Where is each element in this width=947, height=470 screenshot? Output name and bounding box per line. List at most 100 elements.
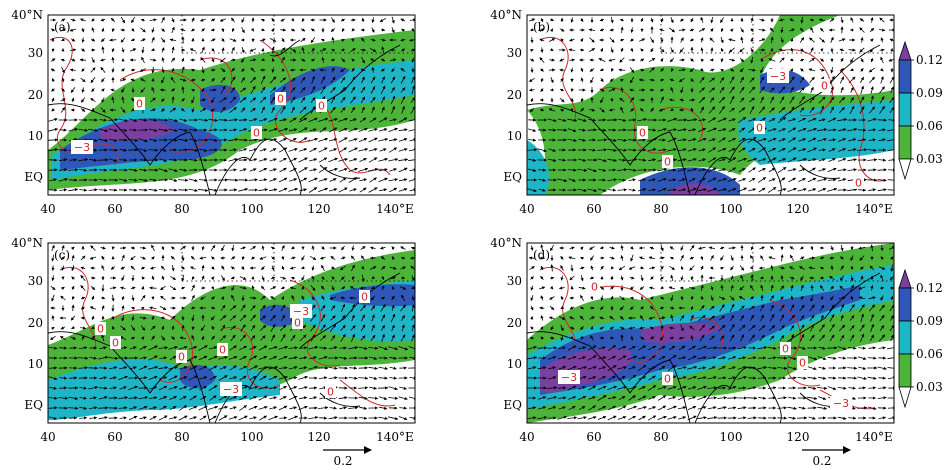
wind-vector (860, 37, 864, 43)
wind-vector (649, 37, 655, 44)
wind-vector (730, 255, 734, 261)
wind-vector (670, 17, 674, 24)
wind-vector (261, 28, 265, 32)
wind-vector (328, 366, 338, 370)
wind-vector (191, 294, 195, 301)
wind-vector (248, 118, 258, 122)
wind-vector (667, 117, 678, 122)
wind-vector (820, 105, 825, 115)
wind-vector (169, 285, 177, 291)
wind-vector (258, 158, 268, 162)
wind-vector (838, 38, 846, 42)
wind-vector (58, 158, 68, 162)
wind-vector (129, 128, 137, 132)
wind-vector (269, 87, 277, 93)
wind-vector (208, 138, 218, 142)
colorbar-segment (898, 40, 912, 61)
wind-vector (338, 187, 348, 193)
wind-vector (261, 106, 265, 114)
wind-vector (710, 266, 714, 270)
wind-vector (131, 28, 135, 32)
wind-vector (361, 17, 365, 22)
wind-vector (340, 67, 346, 73)
panel-b: −3 0 0 0 0 0 (b) 40°N 30 20 10 EQ 40 60 … (490, 8, 895, 216)
svg-text:0: 0 (855, 177, 862, 190)
wind-vector (348, 406, 359, 410)
wind-vector (348, 158, 358, 162)
wind-vector (78, 158, 89, 162)
wind-vector (578, 286, 586, 290)
wind-vector (318, 167, 328, 173)
colorbar: 0.12 0.09 0.06 0.03 (898, 40, 943, 181)
wind-vector (59, 188, 68, 192)
wind-vector (760, 58, 764, 62)
wind-vector (168, 138, 178, 142)
wind-vector (330, 58, 335, 62)
wind-vector (560, 38, 564, 42)
wind-vector (88, 188, 98, 192)
wind-vector (370, 76, 376, 84)
wind-vector (278, 177, 288, 183)
wind-vector (161, 67, 165, 73)
wind-vector (389, 187, 398, 193)
wind-vector (699, 76, 705, 84)
wind-vector (350, 76, 356, 84)
wind-vector (138, 188, 148, 192)
wind-vector (680, 86, 684, 94)
wind-vector (359, 187, 367, 193)
wind-vector (599, 107, 605, 113)
wind-vector (220, 67, 226, 73)
wind-vector (778, 48, 786, 52)
wind-vector (191, 17, 195, 23)
wind-vector (368, 127, 378, 132)
wind-vector (341, 28, 345, 32)
wind-vector (238, 187, 249, 192)
wind-vector (849, 105, 855, 114)
wind-vector (51, 294, 55, 302)
reference-vector: 0.2 (802, 446, 851, 468)
wind-vector (857, 376, 867, 380)
wind-vector (890, 86, 894, 94)
wind-vector (151, 66, 155, 74)
wind-vector (48, 117, 58, 122)
wind-vector (549, 58, 555, 62)
wind-vector (111, 246, 115, 250)
wind-vector (391, 16, 395, 24)
wind-vector (339, 147, 348, 153)
wind-vector (398, 396, 408, 401)
wind-vector (101, 305, 105, 311)
wind-vector (368, 376, 378, 380)
wind-vector (779, 57, 785, 63)
colorbar-segment (898, 158, 912, 181)
svg-text:0: 0 (821, 80, 828, 93)
wind-vector (620, 26, 624, 34)
wind-vector (229, 38, 237, 42)
wind-vector (90, 285, 96, 291)
wind-vector (201, 78, 206, 82)
wind-vector (261, 285, 265, 291)
wind-vector (799, 87, 805, 93)
wind-vector (788, 416, 796, 420)
wind-vector (670, 68, 674, 72)
wind-vector (140, 38, 146, 42)
wind-vector (648, 256, 656, 260)
wind-vector (630, 254, 634, 262)
wind-vector (648, 406, 657, 410)
wind-vector (158, 415, 168, 421)
lat-tick-label: 40°N (11, 236, 43, 250)
wind-vector (148, 148, 159, 152)
wind-vector (660, 17, 664, 23)
wind-vector (710, 255, 714, 261)
wind-vector (660, 78, 665, 82)
wind-vector (360, 246, 366, 250)
reference-vector: 0.2 (323, 446, 372, 468)
wind-vector (750, 56, 754, 64)
wind-vector (630, 246, 634, 250)
wind-vector (51, 275, 55, 282)
wind-vector (888, 58, 894, 62)
wind-vector (201, 275, 205, 281)
wind-vector (209, 88, 217, 92)
wind-vector (249, 48, 257, 52)
wind-vector (589, 68, 595, 72)
wind-vector (250, 85, 256, 95)
